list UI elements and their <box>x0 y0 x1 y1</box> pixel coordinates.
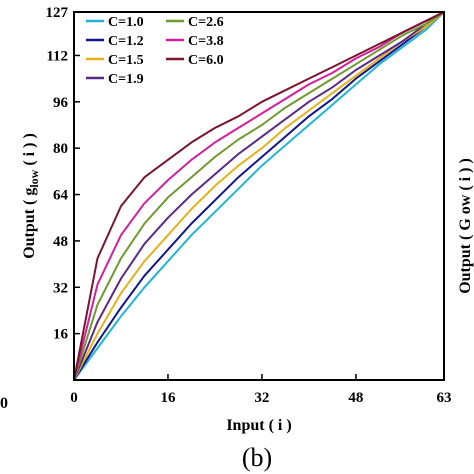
x-tick-label: 48 <box>348 390 363 406</box>
x-tick-label: 0 <box>70 390 78 406</box>
x-tick-label: 32 <box>254 390 269 406</box>
right-edge-fragment: Output ( G ow ( i ) ) <box>457 158 474 294</box>
y-axis-label-subscript: low <box>27 169 41 187</box>
y-tick-label: 48 <box>53 234 68 250</box>
legend-label: C=6.0 <box>188 53 224 68</box>
x-tick-label: 63 <box>437 390 452 406</box>
legend-label: C=2.6 <box>188 15 224 30</box>
y-axis-label-suffix: ( i ) ) <box>21 133 38 169</box>
legend-label: C=1.2 <box>108 34 144 49</box>
series-line-4 <box>73 11 445 381</box>
left-edge-fragment: 0 <box>0 395 8 412</box>
x-tick-label: 16 <box>160 390 176 406</box>
x-ticks: 0 16 32 48 63 <box>70 374 452 406</box>
series-line-5 <box>73 11 445 381</box>
y-tick-label: 32 <box>53 280 68 296</box>
series-lines <box>73 11 445 381</box>
y-axis-label-main: Output ( g <box>21 188 38 259</box>
series-line-0 <box>73 11 445 381</box>
y-ticks: 16 32 48 64 80 96 112 127 <box>46 5 80 343</box>
legend-label: C=3.8 <box>188 34 224 49</box>
plot-frame <box>73 11 445 381</box>
series-line-3 <box>73 11 445 381</box>
legend-label: C=1.0 <box>108 15 144 30</box>
y-tick-label: 96 <box>53 95 69 111</box>
legend-label: C=1.5 <box>108 53 144 68</box>
series-line-6 <box>73 11 445 381</box>
y-tick-label: 64 <box>53 188 69 204</box>
panel-label: (b) <box>242 443 272 472</box>
y-tick-label: 16 <box>53 327 69 343</box>
legend: C=1.0 C=1.2 C=1.5 C=1.9 C=2.6 C=3.8 C=6.0 <box>86 15 224 87</box>
y-axis-label: Output ( glow ( i ) ) <box>21 133 41 259</box>
y-tick-label: 127 <box>46 5 69 21</box>
legend-label: C=1.9 <box>108 72 144 87</box>
x-axis-label: Input ( i ) <box>226 417 291 434</box>
y-tick-label: 80 <box>53 141 68 157</box>
series-line-2 <box>73 11 445 381</box>
series-line-1 <box>73 11 445 381</box>
y-tick-label: 112 <box>46 48 68 64</box>
